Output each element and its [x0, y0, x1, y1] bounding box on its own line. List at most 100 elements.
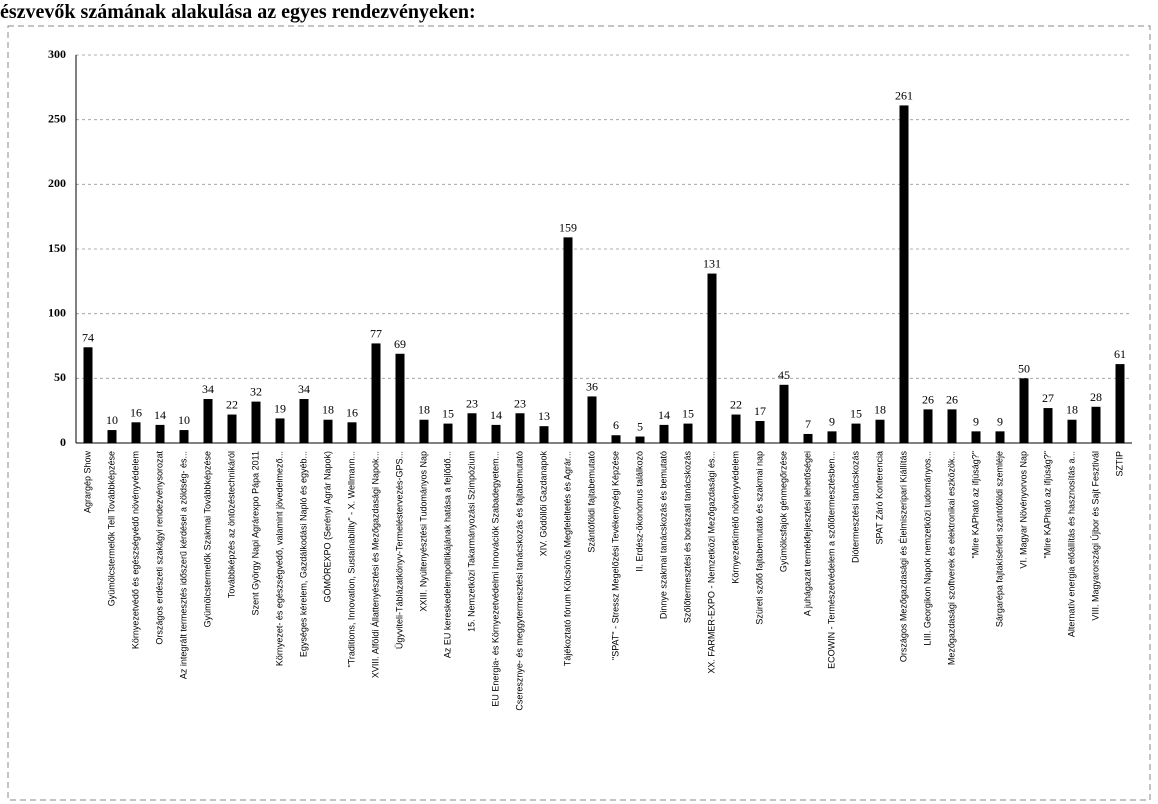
value-label: 159 — [559, 220, 577, 234]
bar — [923, 409, 933, 443]
bar — [875, 419, 885, 443]
x-tick-label: Szántóföldi fajtabemutató — [586, 451, 596, 553]
bar — [995, 431, 1005, 443]
bar — [299, 399, 309, 443]
value-label: 14 — [154, 408, 166, 422]
bar — [107, 430, 117, 443]
bar — [587, 396, 597, 443]
bar — [1115, 364, 1125, 443]
bar — [827, 431, 837, 443]
x-tick-label: Továbbképzés az öntözéstechnikáról — [226, 451, 236, 598]
x-tick-label: Diótermesztési tanácskozás — [850, 451, 860, 564]
x-tick-label: Egységes kérelem, Gazdálkodási Napló és … — [298, 451, 308, 657]
x-tick-label: Sárgarépa fajtakísérleti szántóföldi sze… — [994, 451, 1004, 627]
value-label: 261 — [895, 88, 913, 102]
value-label: 34 — [298, 382, 310, 396]
bar — [131, 422, 141, 443]
bar — [275, 418, 285, 443]
value-label: 6 — [613, 418, 619, 432]
value-label: 5 — [637, 420, 643, 434]
bar — [443, 423, 453, 443]
bar — [179, 430, 189, 443]
value-label: 45 — [778, 368, 790, 382]
bar — [467, 413, 477, 443]
bar — [731, 414, 741, 443]
bar — [347, 422, 357, 443]
bar — [395, 353, 405, 443]
value-label: 23 — [514, 396, 526, 410]
x-tick-label: Környezetvédő és egészségvédő növényvéde… — [130, 451, 140, 649]
value-label: 32 — [250, 385, 262, 399]
x-tick-label: XXIII. Nyúltenyésztési Tudományos Nap — [418, 451, 428, 612]
value-label: 9 — [973, 414, 979, 428]
x-tick-label: 15. Nemzetközi Takarmányozási Szimpózium — [466, 451, 476, 632]
value-label: 17 — [754, 404, 766, 418]
chart-title: észvevők számának alakulása az egyes ren… — [0, 1, 476, 23]
value-label: 16 — [130, 405, 142, 419]
x-tick-label: Alternatív energia előállítás és hasznos… — [1066, 451, 1076, 637]
y-tick-label: 250 — [48, 111, 66, 125]
bar — [203, 399, 213, 443]
bar — [323, 419, 333, 443]
bar — [707, 273, 717, 443]
x-tick-label: Szőlőtermesztési és borászati tanácskozá… — [682, 451, 692, 624]
bar — [851, 423, 861, 443]
x-tick-label: XVIII. Alföldi Állattenyésztési és Mezőg… — [370, 451, 380, 678]
value-label: 9 — [997, 414, 1003, 428]
x-tick-label: EU Energia- és Környezetvédelmi Innováci… — [490, 451, 500, 707]
value-label: 19 — [274, 401, 286, 415]
value-label: 77 — [370, 326, 382, 340]
x-tick-label: Szüreti szőlő fajtabemutató és szakmai n… — [754, 451, 764, 625]
value-label: 18 — [322, 403, 334, 417]
value-label: 28 — [1090, 390, 1102, 404]
x-tick-label: Gyümölcstermelők Szakmai Továbbképzése — [202, 451, 212, 627]
x-tick-label: Gyümölcstermelők Tell Továbbképzése — [106, 451, 116, 606]
bar — [491, 424, 501, 443]
bar — [251, 401, 261, 443]
value-label: 50 — [1018, 361, 1030, 375]
x-tick-label: Tájékoztató fórum Kölcsönös Megfelelteté… — [562, 451, 572, 666]
x-tick-label: LIII. Georgikon Napok nemzetközi tudomán… — [922, 451, 932, 646]
bar — [1067, 419, 1077, 443]
x-tick-label: Környezet- és egészségvédő, valamint jöv… — [274, 451, 284, 666]
value-label: 15 — [442, 407, 454, 421]
bar — [683, 423, 693, 443]
value-label: 10 — [106, 413, 118, 427]
value-label: 26 — [922, 392, 934, 406]
value-label: 27 — [1042, 391, 1054, 405]
bar — [1091, 406, 1101, 443]
bar — [899, 105, 909, 443]
bar — [635, 436, 645, 443]
value-label: 23 — [466, 396, 478, 410]
bar — [155, 424, 165, 443]
value-label: 74 — [82, 330, 94, 344]
value-label: 36 — [586, 379, 598, 393]
value-label: 18 — [1066, 403, 1078, 417]
x-tick-label: Az integrált termesztés időszerű kérdése… — [178, 451, 188, 679]
x-tick-label: "Mire KAPható az ifjúság?" — [1042, 451, 1052, 558]
y-tick-label: 50 — [54, 370, 66, 384]
y-tick-label: 300 — [48, 47, 66, 61]
x-tick-label: Környezetkímélő növényvédelem — [730, 451, 740, 584]
bar — [947, 409, 957, 443]
x-tick-label: "SPAT" - Stressz Megelőzési Tevékenységi… — [610, 451, 620, 660]
x-tick-label: Az EU kereskedelempolitikájának hatása a… — [442, 451, 452, 658]
y-tick-label: 100 — [48, 305, 66, 319]
value-label: 22 — [226, 398, 238, 412]
x-tick-label: XIV. Gödöllői Gazdanapok — [538, 451, 548, 557]
value-label: 18 — [418, 403, 430, 417]
value-label: 15 — [850, 407, 862, 421]
x-tick-label: Cseresznye- és meggytermesztési tanácsko… — [514, 451, 524, 711]
chart-frame — [7, 25, 1151, 801]
x-tick-label: Országos erdészeti szakágyi rendezvényso… — [154, 451, 164, 645]
bar — [227, 414, 237, 443]
bar — [563, 237, 573, 443]
value-label: 13 — [538, 409, 550, 423]
x-tick-label: A juhágazat termékfejlesztési lehetősége… — [802, 451, 812, 616]
value-label: 61 — [1114, 347, 1126, 361]
value-label: 10 — [178, 413, 190, 427]
value-label: 34 — [202, 382, 214, 396]
value-label: 18 — [874, 403, 886, 417]
value-label: 22 — [730, 398, 742, 412]
value-label: 14 — [490, 408, 502, 422]
